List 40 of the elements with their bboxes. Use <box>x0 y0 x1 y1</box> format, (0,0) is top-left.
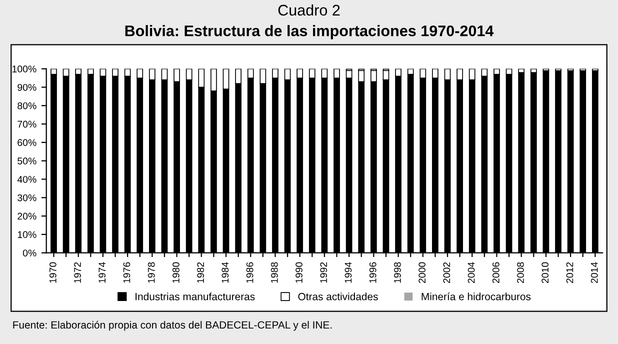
legend-label: Minería e hidrocarburos <box>422 292 531 300</box>
y-tick-label: 10% <box>18 231 36 238</box>
legend-label: Otras actividades <box>298 292 378 300</box>
y-tick-label: 0% <box>22 250 36 256</box>
y-tick-label: 50% <box>18 158 36 164</box>
y-tick-label: 60% <box>18 139 36 146</box>
chart-title: Cuadro 2 <box>278 4 340 16</box>
x-tick-label: 1988 <box>270 262 278 283</box>
source-note: Fuente: Elaboración propia con datos del BADECEL-CEPAL y el INE. <box>13 320 332 331</box>
chart-subtitle: Bolivia: Estructura de las importaciones 1970-2014 <box>125 25 494 40</box>
x-tick-label: 2002 <box>443 262 450 284</box>
x-tick-label: 1976 <box>123 262 130 283</box>
y-tick-label: 100% <box>12 66 36 72</box>
x-tick-label: 1980 <box>172 262 180 283</box>
y-tick-label: 40% <box>17 176 36 183</box>
x-tick-label: 1972 <box>74 262 81 283</box>
x-tick-label: 1984 <box>222 262 229 283</box>
x-tick-label: 1974 <box>98 262 106 283</box>
x-tick-label: 2014 <box>590 262 598 284</box>
y-tick-label: 80% <box>18 102 36 110</box>
x-tick-label: 2004 <box>468 262 475 284</box>
x-tick-label: 2000 <box>418 262 426 284</box>
x-tick-label: 1986 <box>246 262 254 283</box>
x-tick-label: 2006 <box>492 262 500 284</box>
y-tick-label: 20% <box>18 212 36 220</box>
x-tick-label: 1998 <box>394 262 401 283</box>
x-tick-label: 1982 <box>197 262 204 283</box>
x-tick-label: 2012 <box>566 262 574 284</box>
x-tick-label: 2008 <box>517 262 524 284</box>
x-tick-label: 1990 <box>296 262 302 283</box>
x-tick-label: 1978 <box>148 262 155 283</box>
x-tick-label: 1992 <box>320 262 328 283</box>
x-tick-label: 1970 <box>49 262 56 283</box>
y-tick-label: 70% <box>18 120 36 128</box>
legend-label: Industrias manufactureras <box>136 292 255 300</box>
y-tick-label: 90% <box>18 84 36 91</box>
x-tick-label: 1994 <box>344 262 352 283</box>
x-tick-label: 1996 <box>369 262 376 283</box>
x-tick-label: 2010 <box>542 262 549 284</box>
y-tick-label: 30% <box>18 194 36 202</box>
